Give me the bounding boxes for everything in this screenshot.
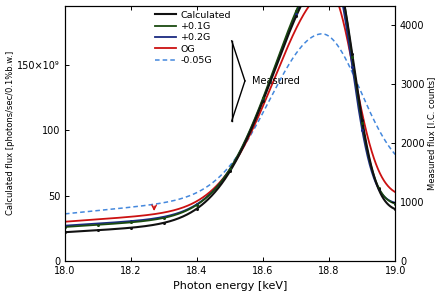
X-axis label: Photon energy [keV]: Photon energy [keV] (173, 282, 287, 291)
Y-axis label: Measured flux [I.C. counts]: Measured flux [I.C. counts] (427, 77, 436, 190)
Legend: Calculated, +0.1G, +0.2G, OG, -0.05G: Calculated, +0.1G, +0.2G, OG, -0.05G (152, 8, 234, 68)
Text: Measured: Measured (251, 76, 299, 86)
Y-axis label: Calculated flux [photons/sec/0.1%b.w.]: Calculated flux [photons/sec/0.1%b.w.] (6, 51, 15, 215)
